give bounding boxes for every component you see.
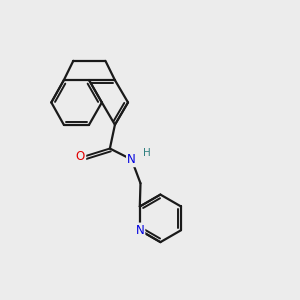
Text: H: H <box>142 148 150 158</box>
Text: O: O <box>76 150 85 163</box>
Text: N: N <box>135 224 144 237</box>
Text: N: N <box>127 153 136 166</box>
